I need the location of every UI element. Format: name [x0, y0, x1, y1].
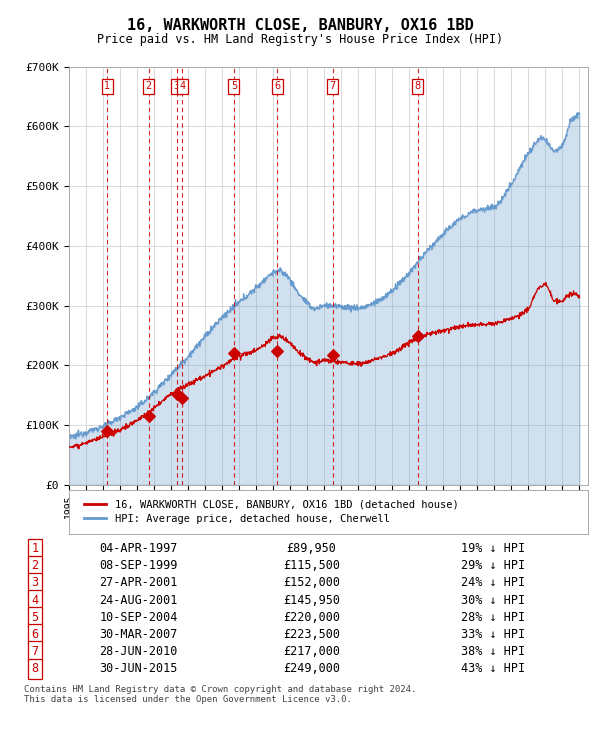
Text: 43% ↓ HPI: 43% ↓ HPI	[461, 662, 526, 675]
Text: 2: 2	[31, 559, 38, 572]
Text: 27-APR-2001: 27-APR-2001	[100, 576, 178, 590]
Text: 38% ↓ HPI: 38% ↓ HPI	[461, 645, 526, 658]
Text: 5: 5	[31, 610, 38, 624]
Text: 28-JUN-2010: 28-JUN-2010	[100, 645, 178, 658]
Text: £152,000: £152,000	[283, 576, 340, 590]
Text: 3: 3	[173, 81, 179, 91]
Point	[413, 330, 422, 342]
Text: £249,000: £249,000	[283, 662, 340, 675]
Text: 16, WARKWORTH CLOSE, BANBURY, OX16 1BD: 16, WARKWORTH CLOSE, BANBURY, OX16 1BD	[127, 18, 473, 33]
Text: £217,000: £217,000	[283, 645, 340, 658]
Point	[144, 410, 154, 422]
Point	[178, 391, 187, 403]
Text: 08-SEP-1999: 08-SEP-1999	[100, 559, 178, 572]
Text: 7: 7	[329, 81, 336, 91]
Text: 5: 5	[231, 81, 237, 91]
Text: 04-APR-1997: 04-APR-1997	[100, 542, 178, 555]
Text: £223,500: £223,500	[283, 628, 340, 641]
Text: 19% ↓ HPI: 19% ↓ HPI	[461, 542, 526, 555]
Point	[328, 349, 337, 361]
Text: Contains HM Land Registry data © Crown copyright and database right 2024.
This d: Contains HM Land Registry data © Crown c…	[24, 684, 416, 704]
Text: 30-JUN-2015: 30-JUN-2015	[100, 662, 178, 675]
Point	[229, 347, 239, 359]
Text: 30-MAR-2007: 30-MAR-2007	[100, 628, 178, 641]
Legend: 16, WARKWORTH CLOSE, BANBURY, OX16 1BD (detached house), HPI: Average price, det: 16, WARKWORTH CLOSE, BANBURY, OX16 1BD (…	[79, 496, 463, 528]
Text: 2: 2	[146, 81, 152, 91]
Text: 28% ↓ HPI: 28% ↓ HPI	[461, 610, 526, 624]
Text: £145,950: £145,950	[283, 593, 340, 607]
Text: Price paid vs. HM Land Registry's House Price Index (HPI): Price paid vs. HM Land Registry's House …	[97, 33, 503, 46]
Point	[103, 425, 112, 437]
Text: 8: 8	[31, 662, 38, 675]
Text: 4: 4	[31, 593, 38, 607]
Text: 7: 7	[31, 645, 38, 658]
Text: 4: 4	[179, 81, 185, 91]
Text: 30% ↓ HPI: 30% ↓ HPI	[461, 593, 526, 607]
Text: £115,500: £115,500	[283, 559, 340, 572]
Text: 33% ↓ HPI: 33% ↓ HPI	[461, 628, 526, 641]
Text: £89,950: £89,950	[287, 542, 337, 555]
Text: 1: 1	[31, 542, 38, 555]
Text: 1: 1	[104, 81, 110, 91]
Text: 6: 6	[274, 81, 280, 91]
Text: 24% ↓ HPI: 24% ↓ HPI	[461, 576, 526, 590]
Text: 24-AUG-2001: 24-AUG-2001	[100, 593, 178, 607]
Text: 8: 8	[415, 81, 421, 91]
Text: 6: 6	[31, 628, 38, 641]
Text: 29% ↓ HPI: 29% ↓ HPI	[461, 559, 526, 572]
Text: 3: 3	[31, 576, 38, 590]
Point	[272, 346, 282, 357]
Point	[172, 388, 181, 400]
Text: £220,000: £220,000	[283, 610, 340, 624]
Text: 10-SEP-2004: 10-SEP-2004	[100, 610, 178, 624]
